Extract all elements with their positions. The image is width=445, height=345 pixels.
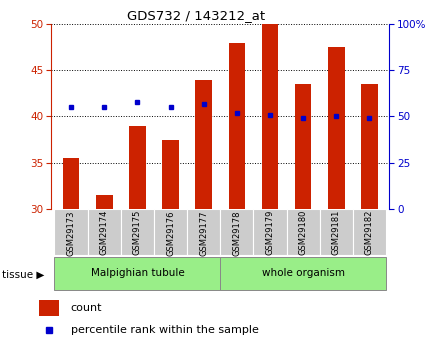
- Text: GSM29180: GSM29180: [299, 210, 307, 256]
- Bar: [220, 257, 386, 290]
- Text: GDS732 / 143212_at: GDS732 / 143212_at: [127, 9, 265, 22]
- Bar: [328, 47, 344, 209]
- Bar: [262, 24, 278, 209]
- Text: tissue ▶: tissue ▶: [2, 269, 44, 279]
- Text: GSM29182: GSM29182: [365, 210, 374, 256]
- Bar: [187, 209, 220, 255]
- Bar: [361, 84, 378, 209]
- Text: GSM29173: GSM29173: [67, 210, 76, 256]
- Bar: [88, 209, 121, 255]
- Bar: [254, 209, 287, 255]
- Bar: [162, 139, 179, 209]
- Bar: [320, 209, 353, 255]
- Text: GSM29174: GSM29174: [100, 210, 109, 256]
- Bar: [154, 209, 187, 255]
- Bar: [287, 209, 320, 255]
- Text: percentile rank within the sample: percentile rank within the sample: [71, 325, 259, 335]
- Bar: [39, 300, 59, 316]
- Bar: [295, 84, 312, 209]
- Bar: [229, 42, 245, 209]
- Text: GSM29181: GSM29181: [332, 210, 341, 256]
- Text: count: count: [71, 303, 102, 313]
- Bar: [96, 195, 113, 209]
- Bar: [54, 257, 220, 290]
- Bar: [129, 126, 146, 209]
- Text: GSM29175: GSM29175: [133, 210, 142, 256]
- Bar: [220, 209, 254, 255]
- Bar: [121, 209, 154, 255]
- Bar: [195, 79, 212, 209]
- Text: GSM29177: GSM29177: [199, 210, 208, 256]
- Bar: [54, 209, 88, 255]
- Text: GSM29179: GSM29179: [266, 210, 275, 256]
- Text: Malpighian tubule: Malpighian tubule: [90, 268, 184, 278]
- Bar: [353, 209, 386, 255]
- Text: GSM29176: GSM29176: [166, 210, 175, 256]
- Bar: [63, 158, 79, 209]
- Text: GSM29178: GSM29178: [232, 210, 241, 256]
- Text: whole organism: whole organism: [262, 268, 345, 278]
